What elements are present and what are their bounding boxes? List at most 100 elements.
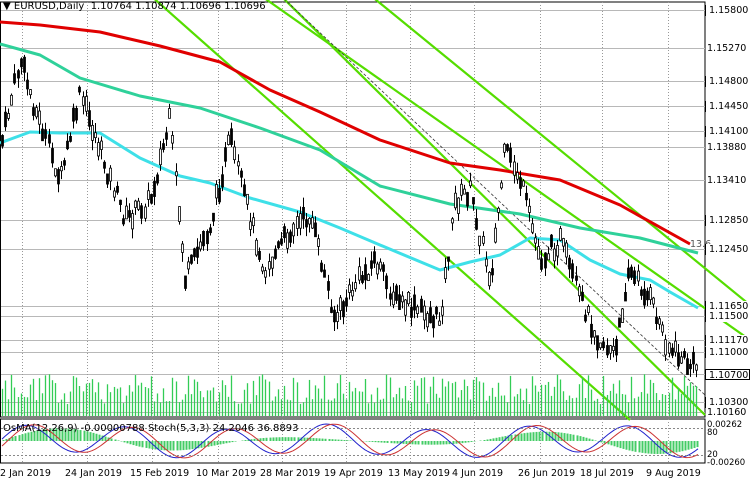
candle-body [327,281,330,291]
price-level-tag: 1.11000 [705,347,750,359]
candle-body [342,301,345,318]
candle-body [469,180,472,187]
candle-body [624,291,627,302]
candle-body [441,306,444,316]
candle-body [497,207,500,213]
price-level-tag: 1.12850 [705,215,750,227]
candle-body [689,363,692,370]
time-axis-label: 24 Jan 2019 [65,468,122,479]
candle-body [562,238,565,247]
candle-body [553,248,556,262]
candle-body [292,223,295,237]
candle-body [280,238,283,245]
oscillator-scale-label: 80 [707,428,718,438]
time-axis-label: 9 Aug 2019 [646,468,701,479]
time-axis-label: 19 Apr 2019 [324,468,383,479]
candle-body [556,245,559,257]
candle-body [339,297,342,311]
candle-body [559,228,562,241]
candle-body [289,231,292,243]
candle-body [444,267,447,280]
triangle-down-icon[interactable]: ▼ [3,1,11,12]
candle-body [224,147,227,162]
candle-body [302,206,305,220]
candle-body [568,257,571,270]
candle-body [410,307,413,318]
candle-body [264,270,267,278]
candle-body [652,297,655,305]
candle-body [153,181,156,197]
candle-body [472,197,475,205]
candle-body [420,298,423,313]
candle-body [575,275,578,281]
oscillator-title: OsMA(12,26,9) -0.00000788 Stoch(5,3,3) 2… [3,423,298,435]
candle-body [584,314,587,322]
candle-body [413,294,416,311]
candle-body [640,289,643,296]
candle-body [478,235,481,247]
candle-body [57,169,60,185]
candle-body [249,221,252,230]
channel-line [265,0,750,341]
candle-body [544,252,547,269]
candle-body [606,345,609,356]
candle-body [661,324,664,333]
candle-body [44,129,47,139]
price-level-tag: 1.10700 [705,368,750,381]
candle-body [63,160,66,166]
candle-body [491,268,494,276]
candle-body [463,188,466,195]
candle-body [695,364,698,371]
candle-body [246,193,249,205]
price-axis-label: 1.10160 [707,407,747,418]
candle-body [215,184,218,199]
ma-slow-line [0,20,691,246]
candle-body [664,339,667,356]
candle-body [398,294,401,310]
candle-body [168,108,171,119]
candle-body [122,218,125,225]
candle-body [599,342,602,349]
candle-body [233,146,236,161]
candle-body [385,275,388,290]
candle-body [587,306,590,313]
candle-body [94,132,97,139]
candle-body [593,330,596,338]
candle-body [348,284,351,293]
candle-body [692,351,695,365]
candle-body [615,339,618,356]
price-axis-label: 1.13410 [707,175,747,187]
candle-body [100,140,103,150]
candle-body [401,295,404,303]
candle-body [116,185,119,193]
candle-body [54,168,57,177]
candle-body [547,253,550,261]
candle-body [370,260,373,269]
candle-body [500,182,503,189]
candle-body [677,352,680,367]
candle-body [51,148,54,164]
ma-mid-line [0,42,699,255]
candle-body [193,248,196,258]
candle-body [78,86,81,93]
price-axis-label: 1.13880 [707,141,747,153]
price-level-tag: 1.11650 [705,300,750,312]
candle-body [240,170,243,178]
candle-body [488,272,491,287]
candle-body [212,212,215,222]
candle-body [503,143,506,153]
candle-body [137,200,140,210]
price-level-tag: 1.14800 [705,76,750,88]
time-axis-label: 13 May 2019 [388,468,450,479]
candle-body [621,308,624,323]
candle-body [382,264,385,272]
candle-body [277,241,280,249]
price-level-tag: 1.15800 [705,5,750,16]
symbol-title: ▼ EURUSD,Daily 1.10764 1.10874 1.10696 1… [3,1,266,13]
candle-body [243,184,246,197]
candle-body [29,89,32,96]
candle-body [674,340,677,353]
candle-body [618,317,621,328]
